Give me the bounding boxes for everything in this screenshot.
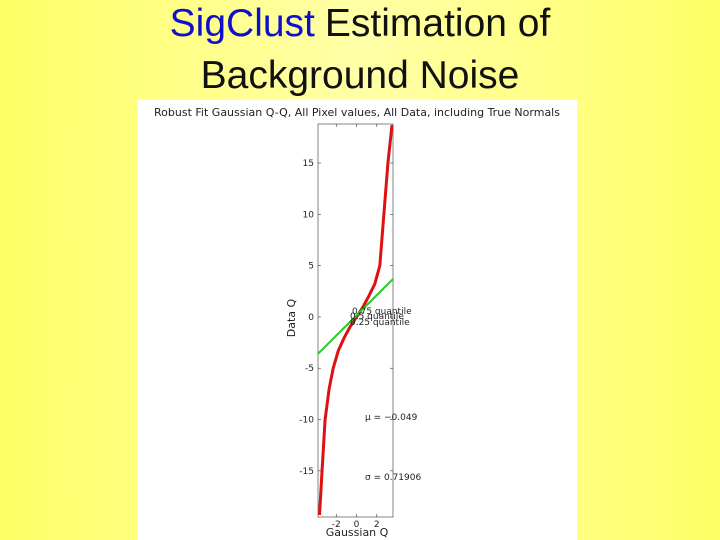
- y-axis-label: Data Q: [285, 298, 298, 337]
- y-tick-label: 10: [303, 210, 315, 220]
- annotation: μ = −0.049: [365, 413, 418, 423]
- x-axis-label: Gaussian Q: [326, 526, 389, 539]
- plot-panel: [138, 100, 577, 540]
- slide-title: SigClust Estimation of: [170, 2, 551, 45]
- annotation: 0.75 quantile: [352, 307, 412, 317]
- chart-title: Robust Fit Gaussian Q-Q, All Pixel value…: [154, 106, 560, 119]
- annotation: 0.5 quantile: [350, 312, 404, 322]
- title-rest: Estimation of: [325, 2, 551, 45]
- data-line: [318, 124, 394, 516]
- data-line: [317, 278, 394, 355]
- slide-title-line2: Background Noise: [201, 54, 520, 97]
- y-tick-label: -15: [299, 467, 314, 477]
- y-tick-label: 15: [303, 159, 314, 169]
- x-tick-label: 2: [374, 520, 380, 530]
- axes: Robust Fit Gaussian Q-Q, All Pixel value…: [154, 106, 560, 539]
- annotation: 0.25 quantile: [350, 318, 410, 328]
- y-tick-label: -5: [305, 364, 314, 374]
- plot-frame: [317, 123, 394, 518]
- y-tick-label: -10: [299, 416, 314, 426]
- y-tick-label: 5: [308, 262, 314, 272]
- y-tick-label: 0: [308, 313, 314, 323]
- x-tick-label: 0: [354, 520, 360, 530]
- title-highlight: SigClust: [170, 2, 315, 45]
- x-tick-label: -2: [332, 520, 341, 530]
- annotation: σ = 0.71906: [365, 473, 421, 483]
